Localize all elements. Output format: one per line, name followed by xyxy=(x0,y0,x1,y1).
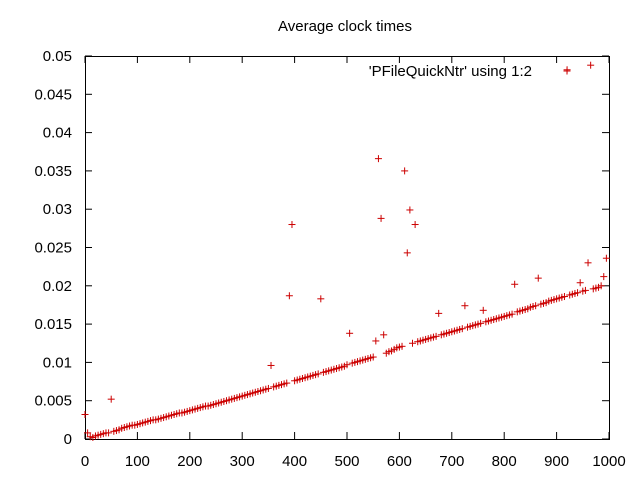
data-point xyxy=(346,329,354,337)
y-tick-label: 0.005 xyxy=(34,393,72,410)
y-tick-label: 0.025 xyxy=(34,240,72,257)
data-point xyxy=(534,274,542,282)
x-tick-label: 400 xyxy=(282,453,307,470)
data-point xyxy=(84,429,92,437)
y-tick-label: 0.02 xyxy=(43,278,72,295)
data-point xyxy=(576,279,584,287)
data-point xyxy=(377,214,385,222)
x-tick-label: 300 xyxy=(230,453,255,470)
x-tick-label: 0 xyxy=(81,453,89,470)
legend-marker xyxy=(563,67,571,75)
data-point xyxy=(602,254,610,262)
data-point xyxy=(369,353,377,361)
data-point xyxy=(409,339,416,347)
data-point xyxy=(435,309,443,317)
x-tick-label: 500 xyxy=(334,453,359,470)
x-tick-label: 900 xyxy=(544,453,569,470)
data-point xyxy=(372,337,380,345)
data-point xyxy=(574,289,582,297)
x-tick-label: 100 xyxy=(125,453,150,470)
data-point xyxy=(432,332,440,340)
y-tick-label: 0.045 xyxy=(34,86,72,103)
data-point xyxy=(403,249,411,257)
data-point xyxy=(314,370,322,378)
legend-label: 'PFileQuickNtr' using 1:2 xyxy=(369,63,532,80)
data-point xyxy=(105,429,113,437)
data-point xyxy=(81,410,89,418)
data-point xyxy=(411,221,419,229)
data-point xyxy=(508,310,516,318)
data-point xyxy=(343,361,351,369)
x-tick-label: 200 xyxy=(177,453,202,470)
data-point xyxy=(264,384,272,392)
data-point xyxy=(581,286,589,294)
plot-frame xyxy=(85,56,610,440)
data-point xyxy=(288,221,296,229)
y-tick-label: 0.035 xyxy=(34,163,72,180)
data-point xyxy=(532,302,540,310)
data-point xyxy=(461,302,469,310)
chart-title: Average clock times xyxy=(278,18,412,35)
data-point xyxy=(597,282,605,290)
data-point xyxy=(380,331,388,339)
x-tick-label: 600 xyxy=(387,453,412,470)
data-point xyxy=(401,167,409,175)
y-tick-label: 0.01 xyxy=(43,354,72,371)
data-point xyxy=(560,293,568,301)
data-point xyxy=(587,61,595,69)
data-point xyxy=(398,342,406,350)
x-tick-label: 700 xyxy=(439,453,464,470)
data-point xyxy=(511,280,519,288)
data-point xyxy=(479,306,487,314)
data-point xyxy=(584,259,592,267)
data-point xyxy=(374,155,382,163)
data-point xyxy=(406,206,414,214)
legend: 'PFileQuickNtr' using 1:2 xyxy=(369,63,571,80)
y-tick-label: 0.03 xyxy=(43,201,72,218)
x-tick-label: 800 xyxy=(492,453,517,470)
data-point xyxy=(107,395,115,403)
data-point xyxy=(458,325,466,333)
data-point xyxy=(477,319,485,327)
data-points xyxy=(81,61,610,441)
data-point xyxy=(600,273,608,281)
y-tick-label: 0 xyxy=(64,431,72,448)
data-point xyxy=(317,295,325,303)
y-tick-label: 0.05 xyxy=(43,48,72,65)
y-tick-label: 0.015 xyxy=(34,316,72,333)
data-point xyxy=(285,292,293,300)
data-point xyxy=(267,361,275,369)
axis-ticks: 0 100 200 300 400 500 600 700 800 900 1000 0 0.005 0.… xyxy=(34,48,625,470)
y-tick-label: 0.04 xyxy=(43,125,72,142)
x-tick-label: 1000 xyxy=(592,453,625,470)
data-point xyxy=(283,379,291,387)
